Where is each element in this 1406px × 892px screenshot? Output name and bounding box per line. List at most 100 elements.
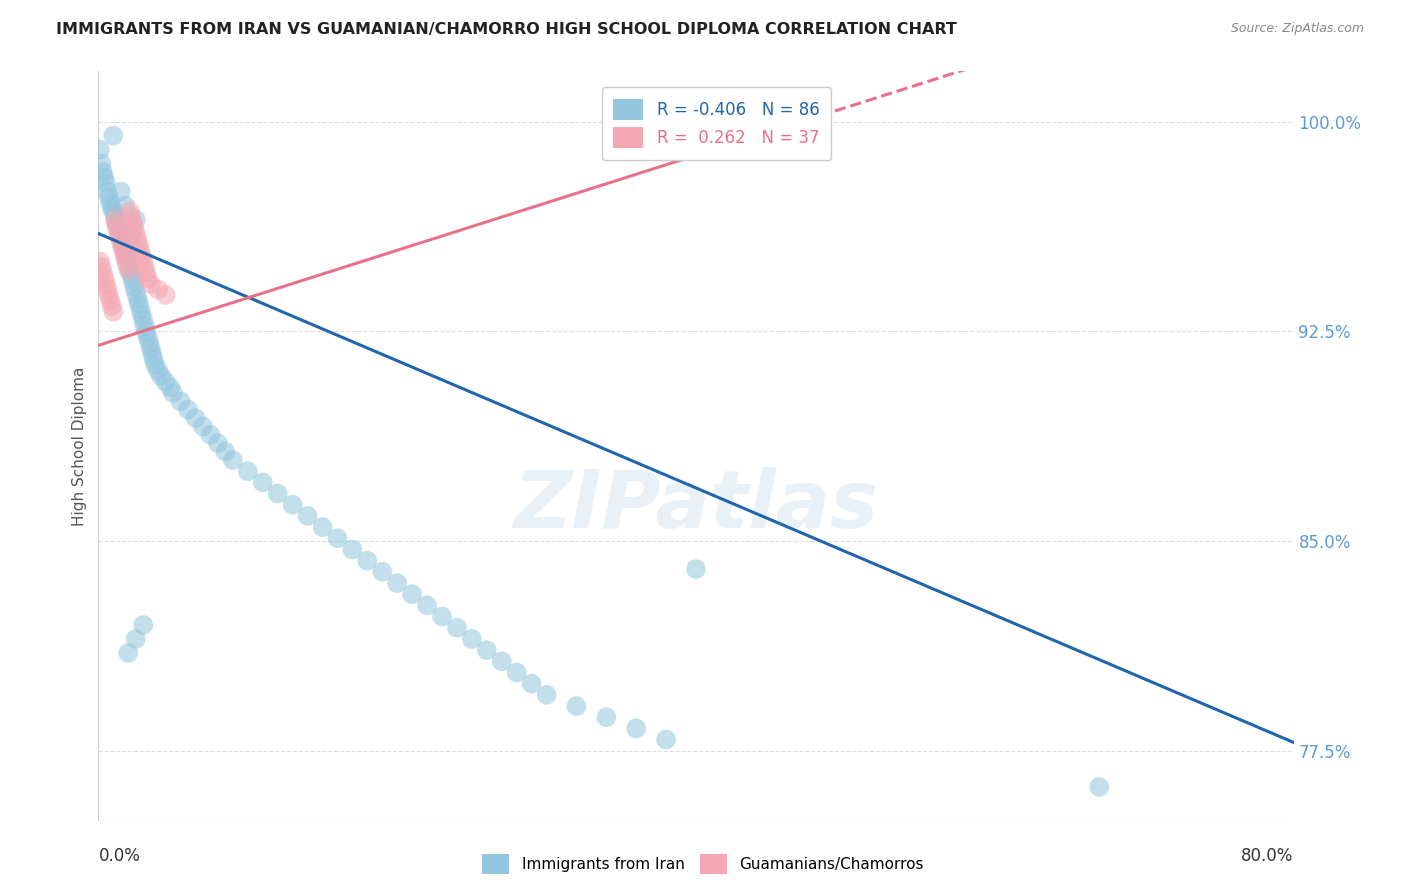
- Point: [117, 263, 139, 277]
- Point: [108, 224, 131, 238]
- Point: [446, 621, 468, 635]
- Point: [1088, 780, 1111, 794]
- Text: 0.0%: 0.0%: [98, 847, 141, 865]
- Point: [114, 252, 136, 266]
- Text: Source: ZipAtlas.com: Source: ZipAtlas.com: [1230, 22, 1364, 36]
- Point: [125, 632, 148, 646]
- Point: [416, 599, 439, 613]
- Point: [97, 190, 120, 204]
- Point: [124, 221, 146, 235]
- Point: [118, 263, 141, 277]
- Point: [132, 254, 155, 268]
- Text: ZIPatlas: ZIPatlas: [513, 467, 879, 545]
- Point: [177, 402, 200, 417]
- Point: [103, 204, 125, 219]
- Point: [461, 632, 484, 646]
- Point: [132, 618, 155, 632]
- Point: [90, 260, 112, 274]
- Point: [159, 380, 181, 394]
- Point: [118, 204, 141, 219]
- Point: [127, 291, 149, 305]
- Point: [89, 254, 111, 268]
- Point: [91, 266, 114, 280]
- Point: [90, 156, 112, 170]
- Legend: R = -0.406   N = 86, R =  0.262   N = 37: R = -0.406 N = 86, R = 0.262 N = 37: [602, 87, 831, 160]
- Point: [252, 475, 274, 490]
- Point: [121, 215, 143, 229]
- Point: [136, 271, 159, 285]
- Point: [107, 218, 129, 232]
- Point: [103, 128, 125, 143]
- Point: [148, 363, 170, 377]
- Point: [141, 347, 163, 361]
- Point: [128, 296, 150, 310]
- Point: [105, 218, 128, 232]
- Point: [112, 246, 135, 260]
- Point: [120, 268, 142, 283]
- Point: [371, 565, 394, 579]
- Point: [135, 266, 157, 280]
- Point: [655, 732, 678, 747]
- Point: [110, 235, 132, 249]
- Point: [105, 215, 128, 229]
- Point: [191, 419, 214, 434]
- Point: [311, 520, 333, 534]
- Point: [162, 385, 184, 400]
- Point: [115, 257, 138, 271]
- Point: [169, 394, 191, 409]
- Point: [134, 260, 156, 274]
- Point: [475, 643, 498, 657]
- Point: [131, 249, 153, 263]
- Point: [110, 185, 132, 199]
- Point: [110, 229, 132, 244]
- Point: [214, 444, 236, 458]
- Point: [536, 688, 558, 702]
- Point: [491, 654, 513, 668]
- Point: [222, 453, 245, 467]
- Point: [93, 170, 115, 185]
- Point: [356, 554, 378, 568]
- Point: [200, 427, 222, 442]
- Point: [297, 508, 319, 523]
- Point: [91, 165, 114, 179]
- Point: [124, 279, 146, 293]
- Point: [430, 609, 453, 624]
- Point: [139, 277, 162, 291]
- Point: [107, 224, 129, 238]
- Point: [111, 235, 134, 249]
- Point: [184, 411, 207, 425]
- Point: [267, 486, 290, 500]
- Point: [626, 722, 648, 736]
- Point: [143, 358, 166, 372]
- Point: [685, 562, 707, 576]
- Point: [98, 195, 122, 210]
- Point: [96, 282, 118, 296]
- Point: [114, 246, 136, 260]
- Point: [104, 212, 127, 227]
- Point: [148, 282, 170, 296]
- Point: [236, 464, 259, 478]
- Point: [342, 542, 364, 557]
- Point: [132, 313, 155, 327]
- Point: [520, 676, 543, 690]
- Point: [89, 143, 111, 157]
- Point: [97, 288, 120, 302]
- Point: [155, 375, 177, 389]
- Point: [129, 244, 152, 258]
- Point: [101, 202, 124, 216]
- Point: [135, 324, 157, 338]
- Point: [281, 498, 304, 512]
- Point: [108, 229, 131, 244]
- Point: [117, 646, 139, 660]
- Point: [138, 335, 160, 350]
- Point: [104, 210, 127, 224]
- Point: [98, 293, 122, 308]
- Legend: Immigrants from Iran, Guamanians/Chamorros: Immigrants from Iran, Guamanians/Chamorr…: [475, 848, 931, 880]
- Point: [127, 232, 149, 246]
- Text: IMMIGRANTS FROM IRAN VS GUAMANIAN/CHAMORRO HIGH SCHOOL DIPLOMA CORRELATION CHART: IMMIGRANTS FROM IRAN VS GUAMANIAN/CHAMOR…: [56, 22, 957, 37]
- Point: [101, 299, 124, 313]
- Point: [128, 237, 150, 252]
- Point: [136, 330, 159, 344]
- Point: [155, 288, 177, 302]
- Point: [96, 185, 118, 199]
